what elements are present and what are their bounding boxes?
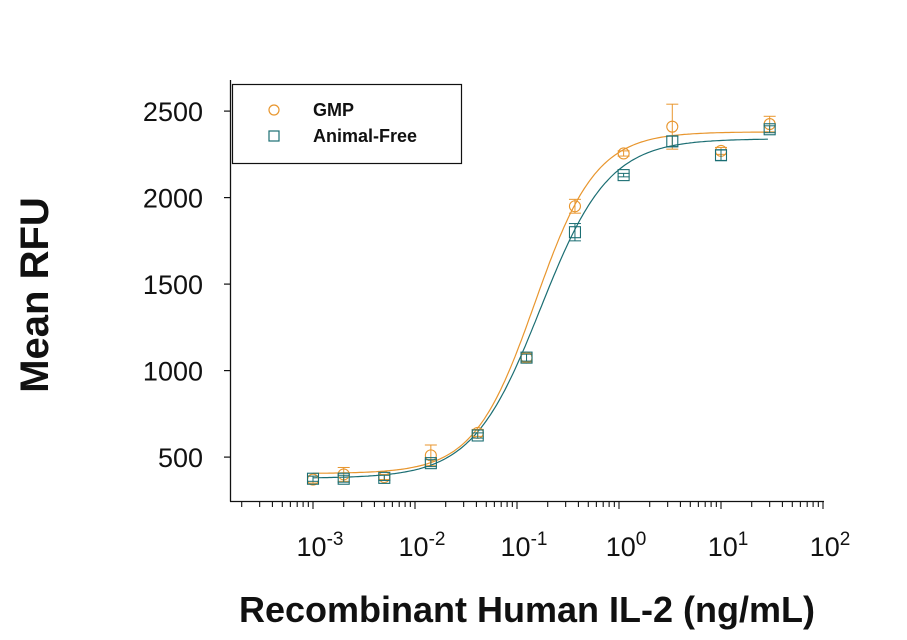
legend-label-gmp: GMP xyxy=(313,100,354,120)
y-ticks: 500 1000 1500 2000 2500 xyxy=(143,97,230,473)
data-point-animal-free xyxy=(424,457,437,470)
data-point-animal-free xyxy=(666,135,679,148)
data-point-gmp xyxy=(617,147,630,160)
x-tick-label: 101 xyxy=(708,529,749,562)
data-point-animal-free xyxy=(763,123,776,136)
x-tick-label: 10-2 xyxy=(399,529,446,562)
data-point-gmp xyxy=(666,120,679,133)
x-ticks: 10-3 10-2 10-1 100 101 102 xyxy=(241,502,851,562)
data-point-animal-free xyxy=(337,472,350,485)
y-tick-label: 500 xyxy=(158,443,203,473)
x-tick-label: 10-1 xyxy=(501,529,548,562)
x-tick-label: 10-3 xyxy=(297,529,344,562)
y-tick-label: 1000 xyxy=(143,357,203,387)
data-point-animal-free xyxy=(306,472,320,485)
y-tick-label: 2000 xyxy=(143,184,203,214)
data-point-animal-free xyxy=(617,169,630,182)
legend-marker-animal-free xyxy=(268,130,280,142)
data-point-animal-free xyxy=(568,226,582,239)
fit-curves xyxy=(313,131,768,479)
legend: GMP Animal-Free xyxy=(231,83,463,165)
legend-box xyxy=(231,83,463,165)
axes xyxy=(229,80,824,503)
data-point-gmp xyxy=(568,200,582,213)
fit-curve-animal-free xyxy=(313,138,768,479)
data-point-animal-free xyxy=(378,471,391,484)
y-tick-label: 1500 xyxy=(143,270,203,300)
legend-marker-gmp xyxy=(268,104,280,116)
data-point-animal-free xyxy=(520,351,533,364)
data-points xyxy=(306,103,776,486)
x-tick-label: 102 xyxy=(810,529,851,562)
y-axis-title: Mean RFU xyxy=(13,197,57,393)
legend-label-animal-free: Animal-Free xyxy=(313,126,417,146)
y-tick-label: 2500 xyxy=(143,97,203,127)
fit-curve-gmp xyxy=(313,131,768,474)
x-axis-title: Recombinant Human IL-2 (ng/mL) xyxy=(239,589,815,630)
data-point-animal-free xyxy=(471,429,484,442)
x-tick-label: 100 xyxy=(606,529,647,562)
data-point-animal-free xyxy=(714,149,728,162)
